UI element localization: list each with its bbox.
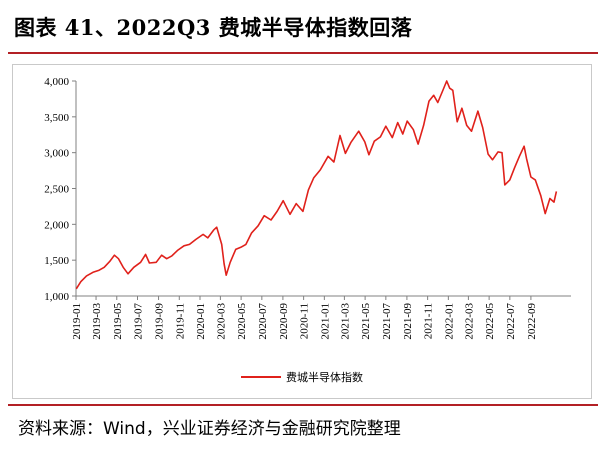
x-tick-label: 2021-01 [319, 303, 331, 340]
x-tick-label: 2021-09 [402, 303, 414, 340]
x-tick-label: 2022-07 [505, 303, 517, 340]
y-tick-label: 3,500 [44, 112, 69, 124]
y-tick-label: 2,500 [44, 184, 69, 196]
x-tick-label: 2019-01 [71, 303, 83, 340]
source-note: 资料来源：Wind，兴业证券经济与金融研究院整理 [18, 419, 401, 439]
x-tick-label: 2022-05 [484, 303, 496, 340]
x-tick-label: 2020-11 [299, 303, 311, 339]
chart-frame: 1,000 1,500 2,000 2,500 3,000 3,500 4,000 2019… [12, 64, 592, 399]
x-tick-label: 2020-03 [215, 303, 227, 340]
x-tick-label: 2021-03 [339, 303, 351, 340]
legend-label: 费城半导体指数 [286, 370, 363, 384]
x-tick-label: 2019-09 [154, 303, 166, 340]
y-tick-label: 4,000 [44, 76, 69, 88]
x-tick-label: 2021-11 [423, 303, 435, 339]
x-tick-label: 2019-07 [132, 303, 144, 340]
x-tick-label: 2020-01 [195, 303, 207, 340]
y-tick-label: 1,500 [44, 255, 69, 267]
y-tick-label: 2,000 [44, 219, 69, 231]
y-tick-label: 1,000 [44, 291, 69, 303]
semiconductor-index-chart: 1,000 1,500 2,000 2,500 3,000 3,500 4,000 2019… [44, 76, 571, 384]
x-tick-label: 2021-07 [381, 303, 393, 340]
y-axis: 1,000 1,500 2,000 2,500 3,000 3,500 4,000 [44, 76, 77, 303]
source-rule [8, 404, 598, 406]
title-rule [8, 52, 598, 54]
x-tick-label: 2020-09 [278, 303, 290, 340]
x-tick-label: 2019-11 [174, 303, 186, 339]
legend: 费城半导体指数 [241, 370, 363, 384]
x-tick-label: 2022-03 [463, 303, 475, 340]
x-tick-label: 2019-05 [112, 303, 124, 340]
series-line-phlx-semiconductor [75, 80, 558, 290]
x-tick-label: 2022-09 [526, 303, 538, 340]
x-axis: 2019-01 2019-03 2019-05 2019-07 2019-09 2019-… [71, 295, 571, 340]
x-tick-label: 2022-01 [443, 303, 455, 340]
x-tick-label: 2019-03 [91, 303, 103, 340]
figure-title: 图表 41、2022Q3 费城半导体指数回落 [14, 15, 413, 40]
y-tick-label: 3,000 [44, 148, 69, 160]
x-tick-label: 2020-07 [257, 303, 269, 340]
x-tick-label: 2021-05 [360, 303, 372, 340]
x-tick-label: 2020-05 [236, 303, 248, 340]
